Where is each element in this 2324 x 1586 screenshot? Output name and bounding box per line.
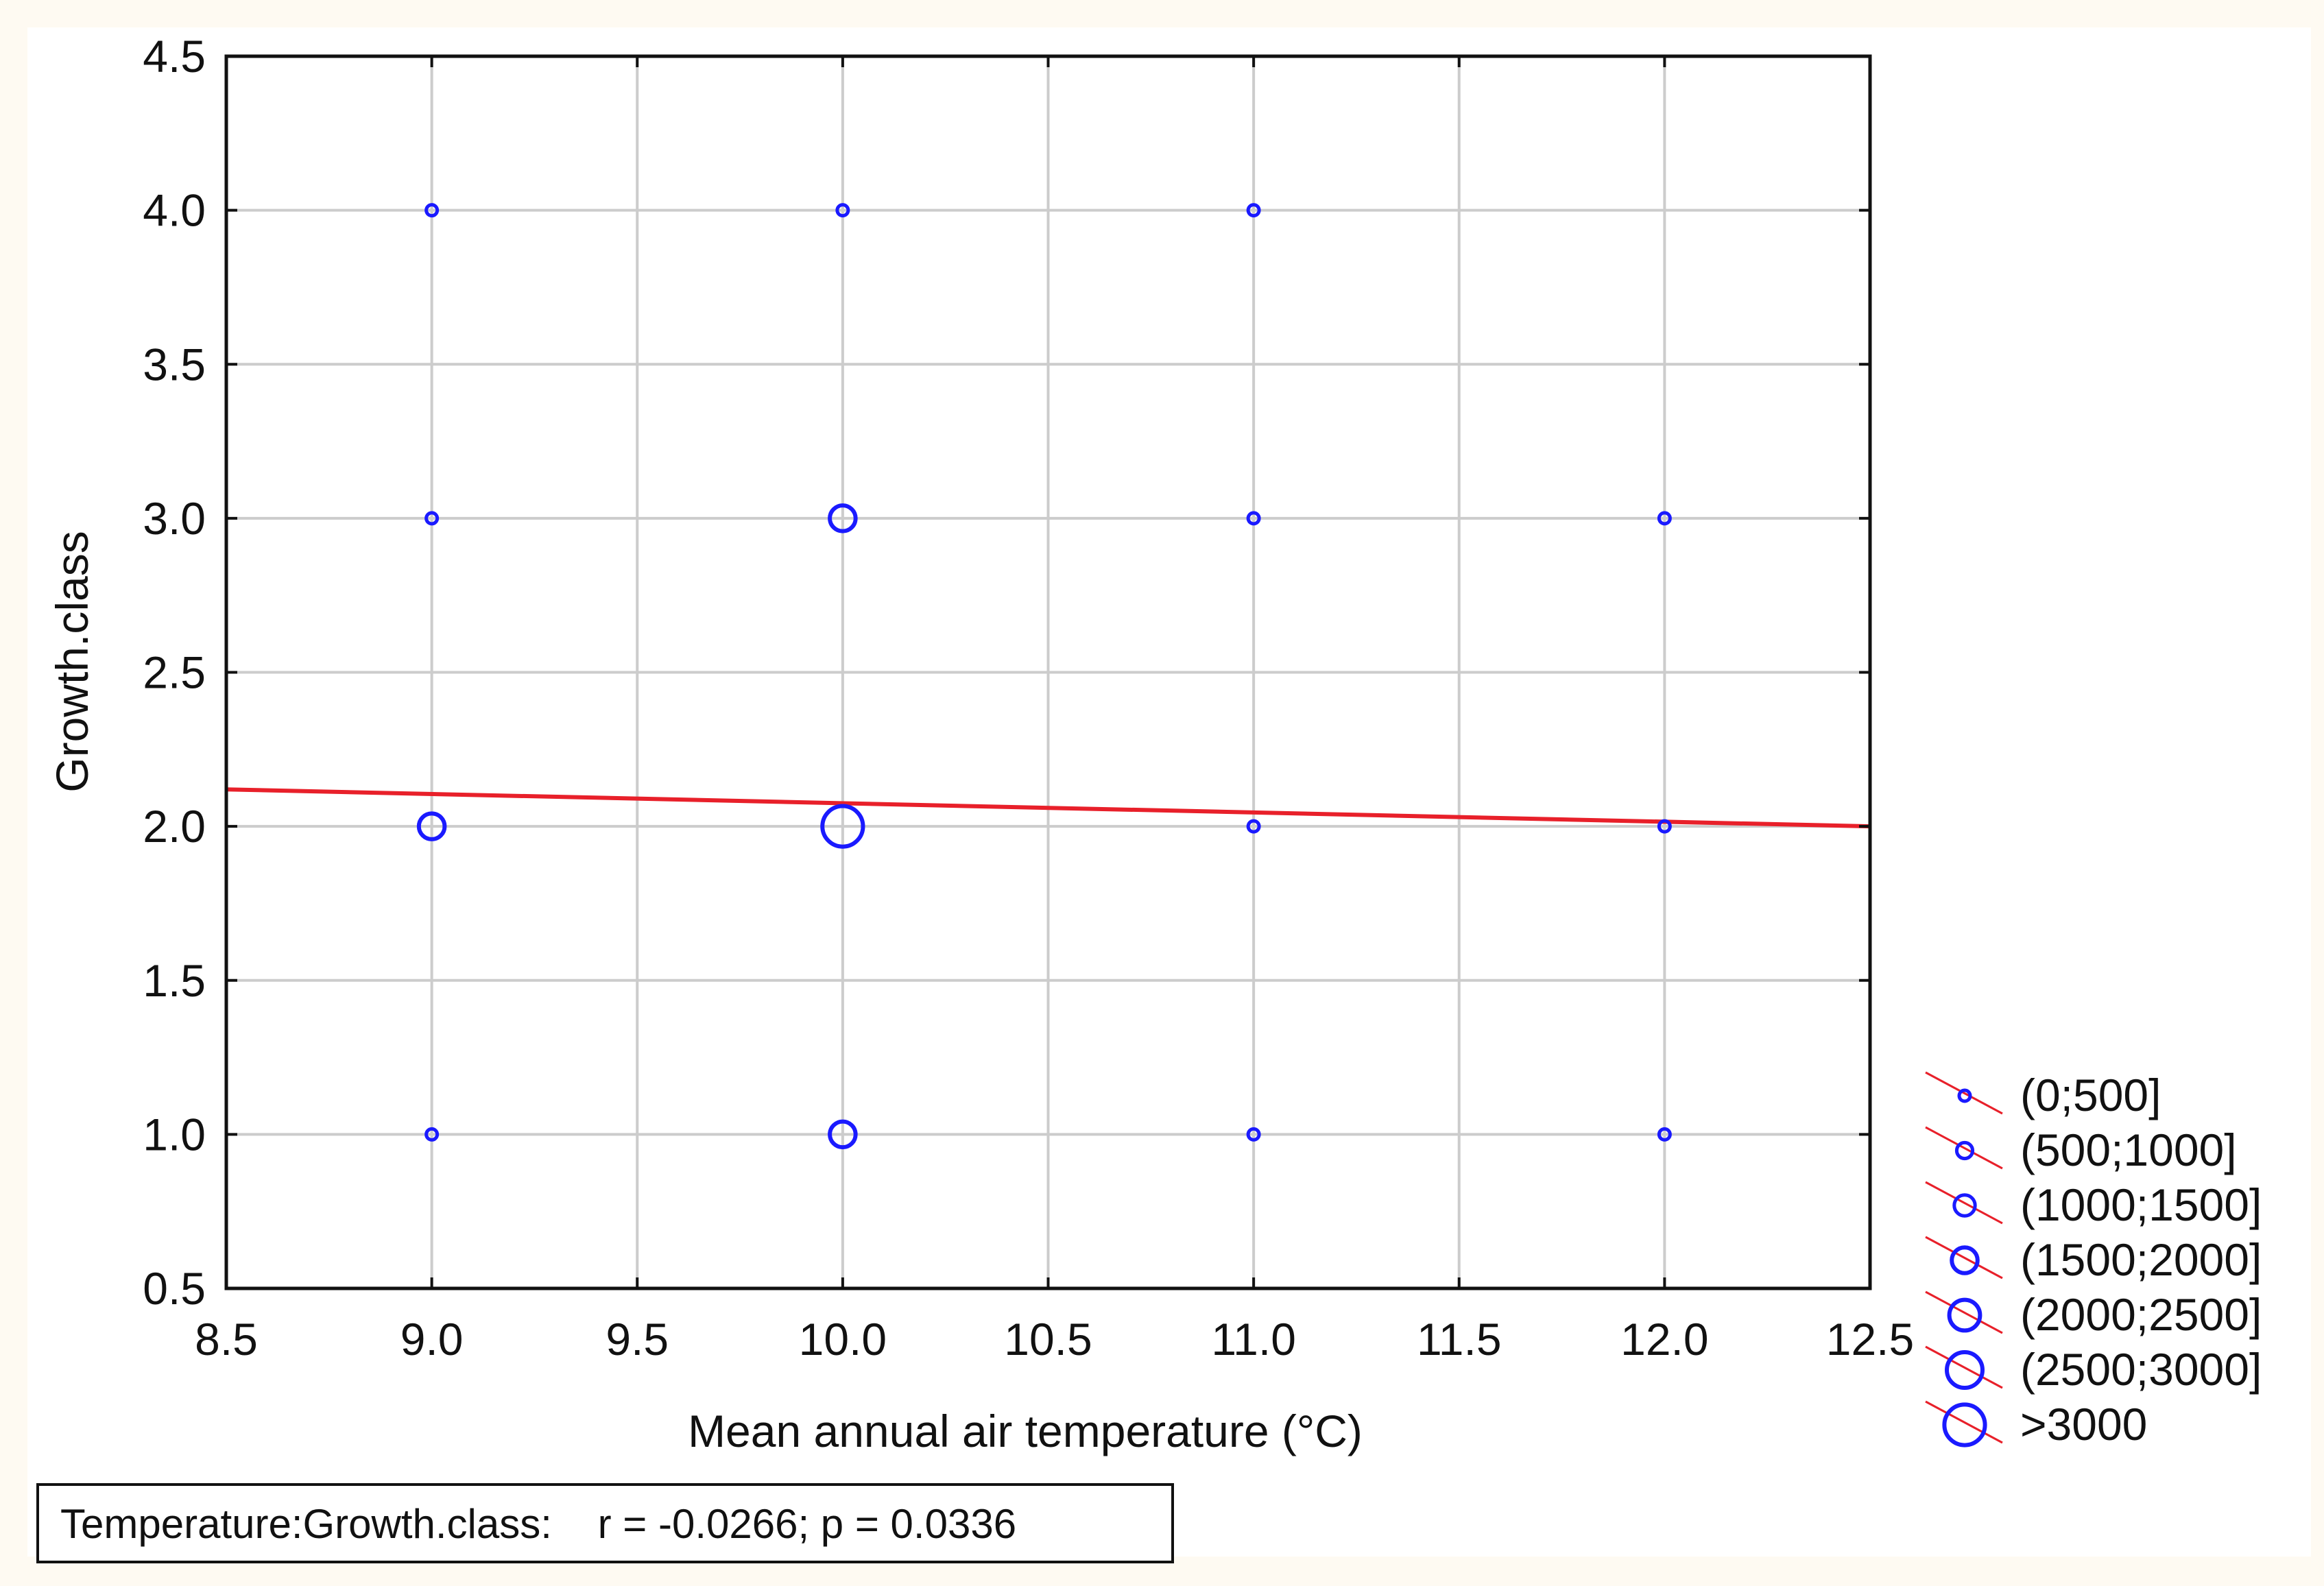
data-point — [1246, 511, 1261, 526]
y-tick-label: 2.0 — [143, 801, 206, 852]
legend-label: (0;500] — [2020, 1070, 2161, 1120]
legend-line-swatch — [1925, 1400, 2003, 1444]
y-tick-label: 4.5 — [143, 31, 206, 82]
x-axis-title: Mean annual air temperature (°C) — [688, 1406, 1363, 1456]
data-point — [828, 503, 858, 533]
fit-line-layer — [226, 787, 1871, 829]
x-tick-label: 12.0 — [1620, 1314, 1708, 1365]
y-tick-label: 3.0 — [143, 493, 206, 544]
legend-label: (500;1000] — [2020, 1125, 2237, 1175]
data-point — [424, 1127, 440, 1142]
y-tick-label: 3.5 — [143, 339, 206, 389]
legend-line-swatch — [1925, 1290, 2003, 1334]
x-tick-label: 10.0 — [799, 1314, 887, 1365]
data-point — [1246, 1127, 1261, 1142]
legend-line-swatch — [1925, 1236, 2003, 1279]
y-axis-title: Growth.class — [47, 531, 97, 792]
data-point — [820, 804, 865, 849]
x-tick-label: 12.5 — [1826, 1314, 1914, 1365]
legend-label: (2500;3000] — [2020, 1344, 2262, 1395]
stats-box — [36, 1483, 1174, 1563]
y-tick-label: 1.0 — [143, 1109, 206, 1160]
legend-label: (1500;2000] — [2020, 1234, 2262, 1285]
data-point — [1657, 1127, 1672, 1142]
axis-ticks: 8.5 9.0 9.5 10.0 10.5 11.0 11.5 12.0 12.5 0.5 1.0 1… — [143, 31, 1914, 1365]
x-tick-label: 11.5 — [1417, 1314, 1502, 1365]
data-point — [1246, 819, 1261, 834]
legend-label: (2000;2500] — [2020, 1289, 2262, 1340]
x-tick-label: 9.5 — [606, 1314, 669, 1365]
legend-line-swatch — [1925, 1345, 2003, 1389]
legend-marker — [1945, 1350, 1985, 1390]
legend-line-swatch — [1925, 1181, 2003, 1225]
stats-text: Temperature:Growth.class: r = -0.0266; p… — [60, 1501, 1016, 1547]
legend-marker — [1947, 1297, 1982, 1333]
legend-label: (1000;1500] — [2020, 1179, 2262, 1230]
y-tick-label: 4.0 — [143, 185, 206, 236]
data-point — [1657, 819, 1672, 834]
data-point — [1246, 203, 1261, 218]
legend-marker — [1954, 1140, 1975, 1161]
legend: (0;500](500;1000](1000;1500](1500;2000](… — [1925, 1070, 2262, 1450]
data-point — [424, 511, 440, 526]
grid-lines — [226, 56, 1870, 1288]
regression-line — [226, 787, 1871, 829]
data-point — [424, 203, 440, 218]
data-point — [1657, 511, 1672, 526]
legend-label: >3000 — [2020, 1399, 2147, 1450]
data-point — [835, 203, 850, 218]
legend-line-swatch — [1925, 1071, 2003, 1115]
legend-marker — [1952, 1193, 1977, 1218]
x-tick-label: 10.5 — [1004, 1314, 1092, 1365]
data-point — [416, 811, 447, 841]
legend-marker — [1957, 1088, 1972, 1103]
x-tick-label: 11.0 — [1211, 1314, 1296, 1365]
data-points — [416, 203, 1672, 1150]
y-tick-label: 0.5 — [143, 1263, 206, 1314]
legend-marker — [1950, 1245, 1980, 1275]
data-point — [828, 1119, 858, 1150]
y-tick-label: 1.5 — [143, 955, 206, 1006]
x-tick-label: 8.5 — [195, 1314, 258, 1365]
y-tick-label: 2.5 — [143, 647, 206, 698]
legend-marker — [1942, 1402, 1987, 1447]
x-tick-label: 9.0 — [400, 1314, 464, 1365]
legend-line-swatch — [1925, 1126, 2003, 1170]
